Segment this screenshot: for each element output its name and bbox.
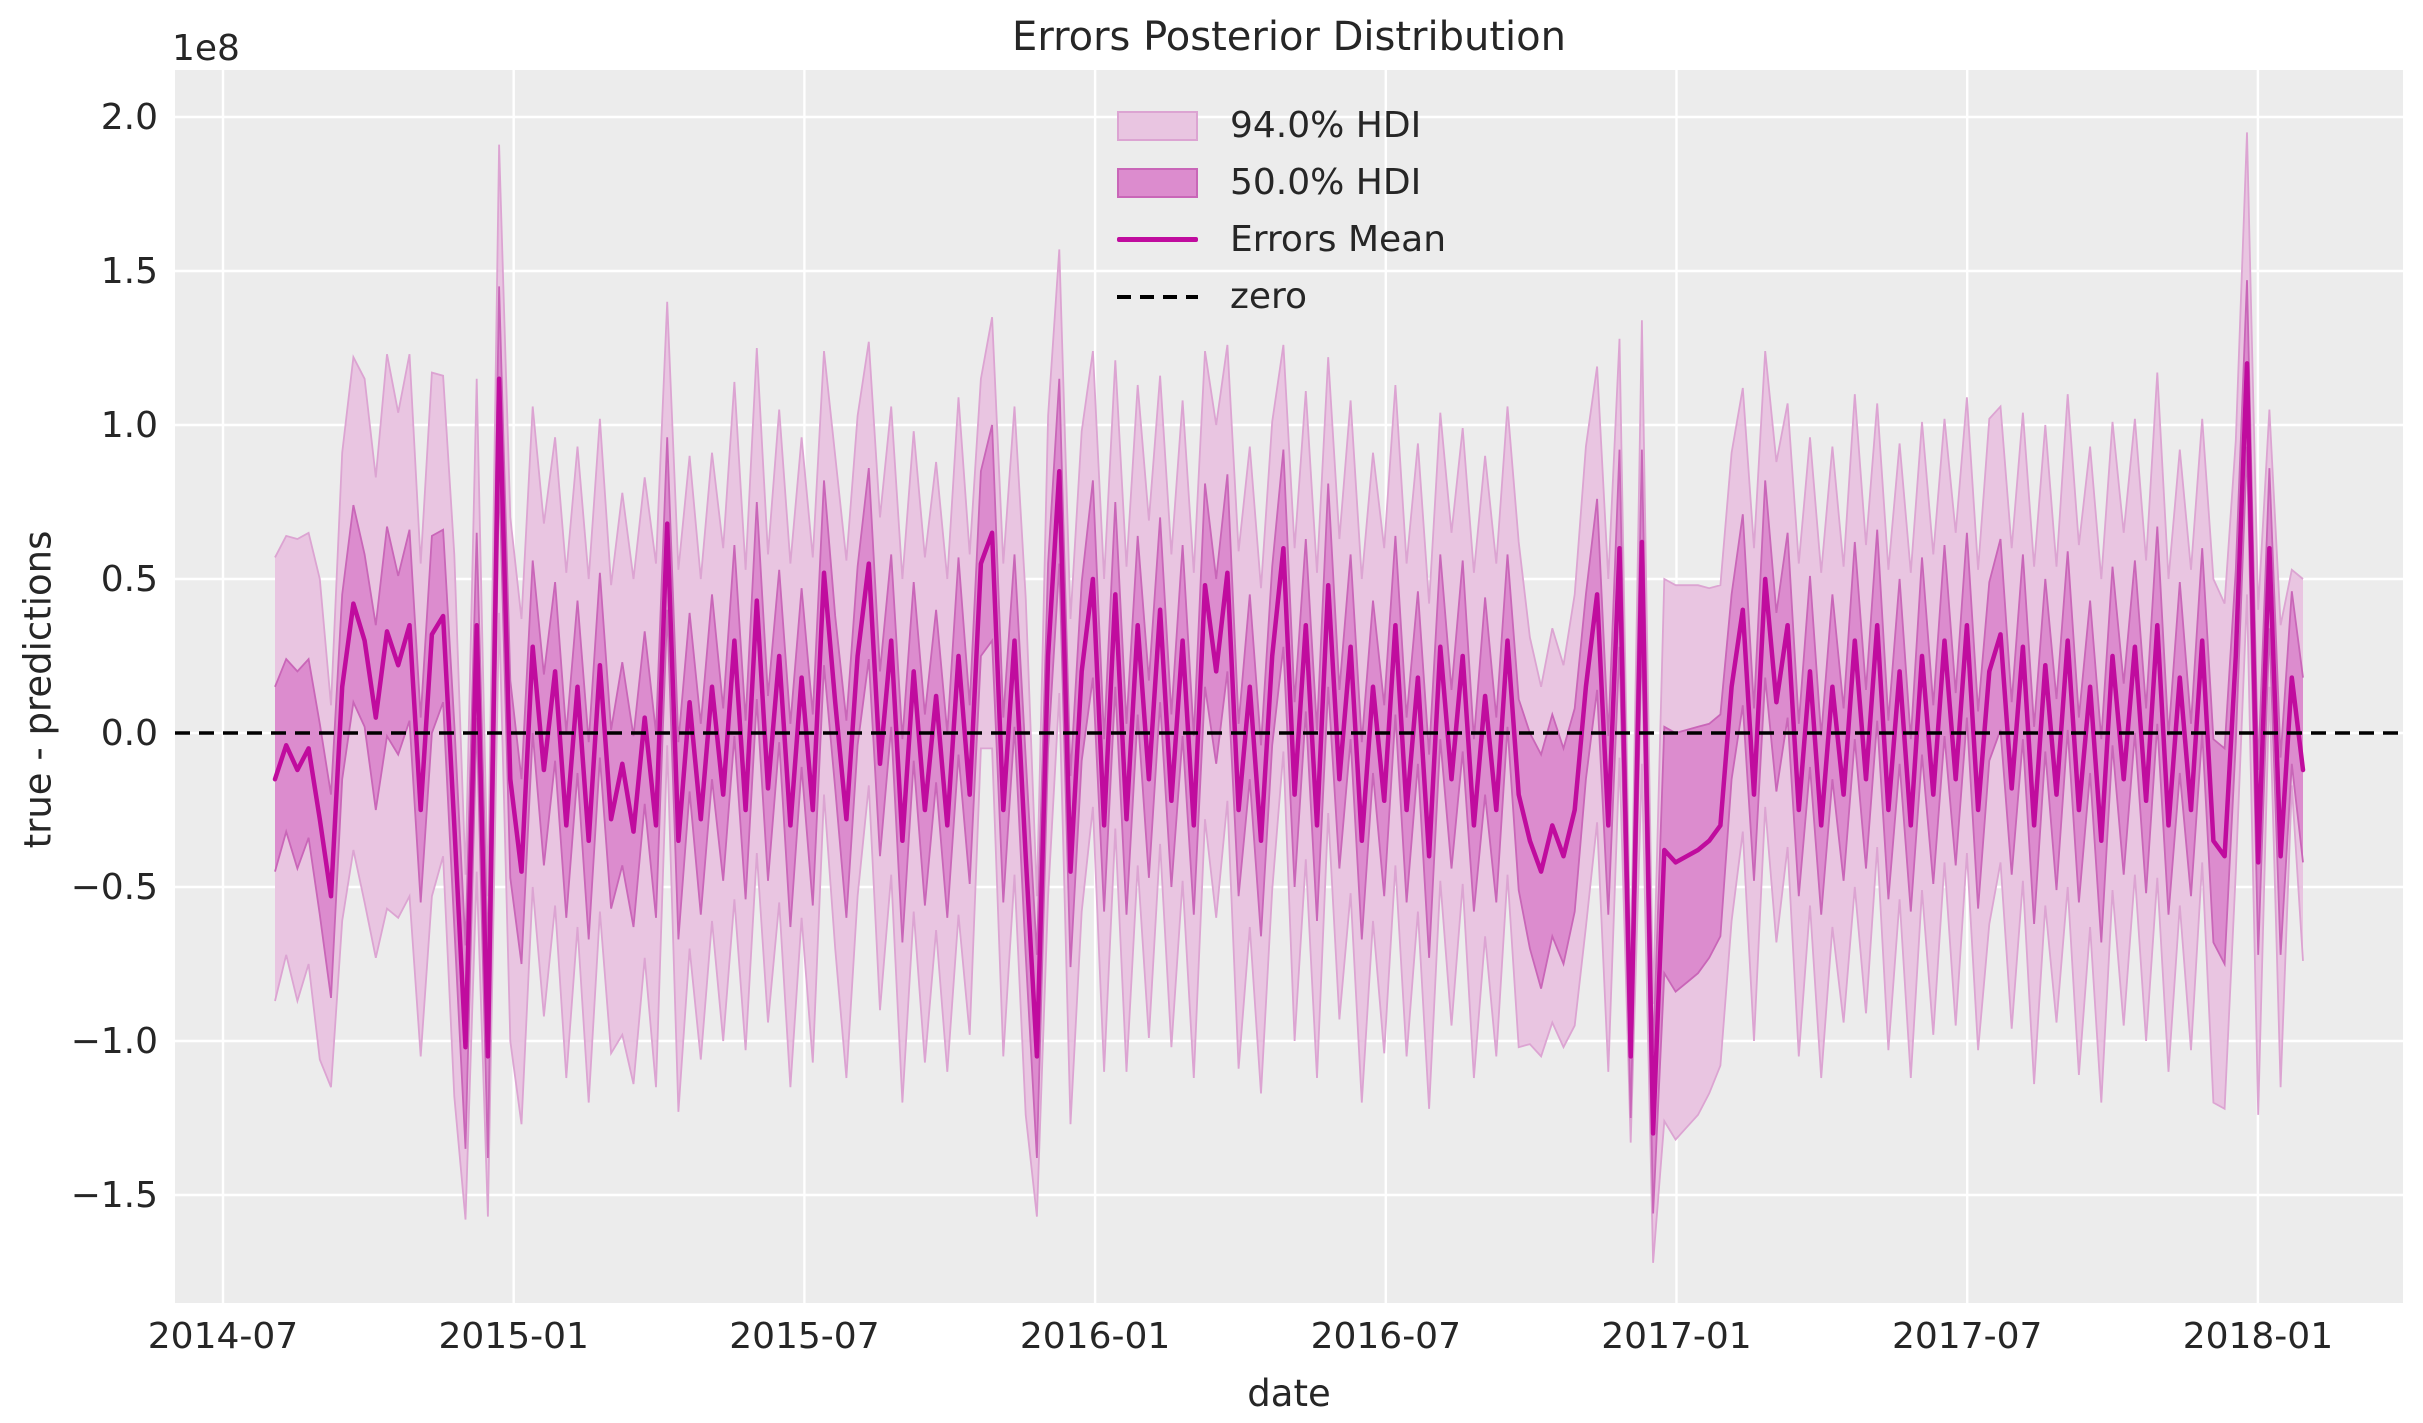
x-tick-label: 2017-01 — [1601, 1316, 1751, 1357]
x-tick-label: 2017-07 — [1892, 1316, 2042, 1357]
legend-label-hdi50: 50.0% HDI — [1230, 162, 1422, 203]
hdi50-band-area — [275, 280, 2303, 1214]
legend-label-zero: zero — [1230, 276, 1308, 317]
hdi94-swatch-icon — [1117, 110, 1198, 141]
y-axis-label: true - predictions — [16, 530, 60, 849]
x-tick-label: 2014-07 — [148, 1316, 298, 1357]
legend-row-hdi50: 50.0% HDI — [1117, 154, 1446, 211]
x-tick-label: 2015-01 — [438, 1316, 588, 1357]
y-tick-label: −1.0 — [71, 1021, 158, 1062]
x-axis-label: date — [1247, 1372, 1331, 1415]
chart-title: Errors Posterior Distribution — [1012, 14, 1566, 60]
hdi94-band-upper-edge — [274, 132, 2304, 1005]
x-tick-label: 2018-01 — [2183, 1316, 2333, 1357]
y-tick-label: −0.5 — [71, 867, 158, 908]
y-tick-label: 1.0 — [101, 405, 158, 446]
y-tick-label: 1.5 — [101, 251, 158, 292]
legend-row-zero: zero — [1117, 268, 1446, 325]
legend-row-hdi94: 94.0% HDI — [1117, 97, 1446, 154]
y-tick-label: −1.5 — [71, 1175, 158, 1216]
x-tick-label: 2016-01 — [1020, 1316, 1170, 1357]
legend-label-hdi94: 94.0% HDI — [1230, 105, 1422, 146]
hdi50-swatch-icon — [1117, 167, 1198, 198]
legend-label-mean: Errors Mean — [1230, 219, 1447, 260]
y-axis-offset-label: 1e8 — [172, 28, 240, 69]
mean-line-swatch-icon — [1117, 237, 1198, 242]
errors-mean-line — [272, 361, 2306, 1136]
legend: 94.0% HDI 50.0% HDI Errors Mean zero — [1117, 97, 1446, 325]
hdi94-band-lower-edge — [274, 594, 2304, 1263]
x-tick-label: 2015-07 — [729, 1316, 879, 1357]
hdi50-band-upper-edge — [274, 280, 2304, 1054]
y-tick-label: 0.0 — [101, 713, 158, 754]
x-tick-label: 2016-07 — [1311, 1316, 1461, 1357]
y-tick-label: 0.5 — [101, 559, 158, 600]
zero-dash-swatch-icon — [1117, 294, 1198, 299]
hdi50-band-lower-edge — [274, 446, 2304, 1214]
legend-row-mean: Errors Mean — [1117, 211, 1446, 268]
y-tick-label: 2.0 — [101, 97, 158, 138]
